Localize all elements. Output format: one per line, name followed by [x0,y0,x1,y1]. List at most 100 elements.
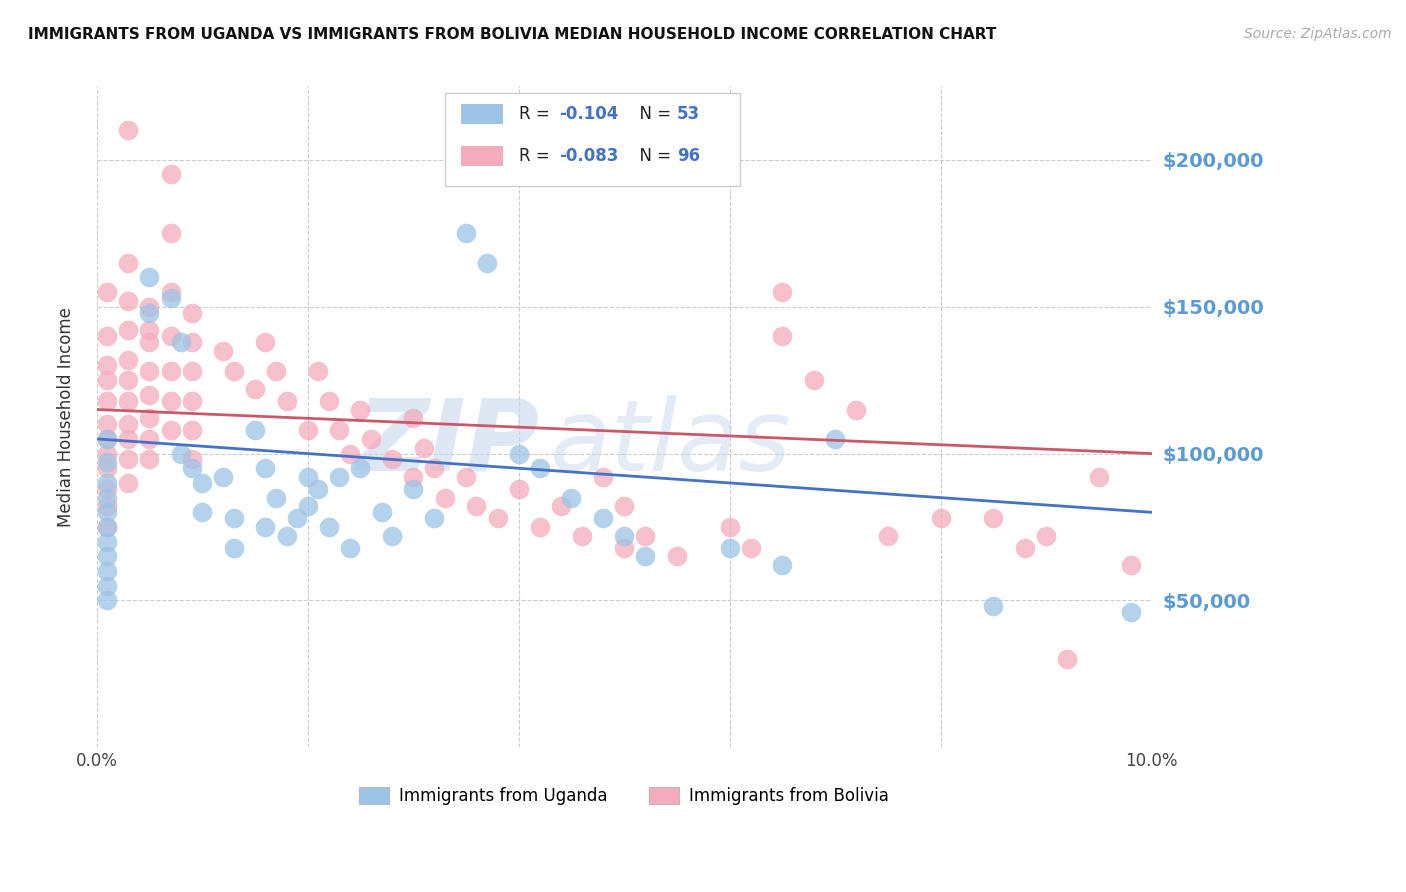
Text: -0.104: -0.104 [558,105,619,123]
Point [307,482,329,496]
Point [634,529,657,543]
Point [117,475,139,490]
Point [381,529,404,543]
Point [180,423,202,437]
Point [117,432,139,446]
Point [243,423,266,437]
Point [1119,605,1142,619]
FancyBboxPatch shape [461,146,503,166]
Point [983,511,1005,525]
Point [159,291,181,305]
Point [349,402,371,417]
Point [360,432,382,446]
Point [96,579,118,593]
Point [117,123,139,137]
Point [159,329,181,343]
Point [96,285,118,299]
Point [486,511,509,525]
FancyBboxPatch shape [461,104,503,124]
Text: N =: N = [630,105,676,123]
Point [138,388,160,402]
Point [159,168,181,182]
Point [117,323,139,337]
Point [96,482,118,496]
Point [433,491,456,505]
Point [254,520,277,534]
Point [96,475,118,490]
Text: IMMIGRANTS FROM UGANDA VS IMMIGRANTS FROM BOLIVIA MEDIAN HOUSEHOLD INCOME CORREL: IMMIGRANTS FROM UGANDA VS IMMIGRANTS FRO… [28,27,997,42]
Point [138,334,160,349]
Point [339,446,361,460]
Point [170,446,193,460]
Point [243,382,266,396]
Point [117,255,139,269]
Point [454,226,477,240]
Point [339,541,361,555]
Point [718,541,741,555]
Text: 53: 53 [676,105,700,123]
Point [328,470,350,484]
Point [613,541,636,555]
Point [96,446,118,460]
Point [560,491,582,505]
Point [180,461,202,475]
Point [180,364,202,378]
Point [824,432,846,446]
Point [634,549,657,564]
Point [529,520,551,534]
Point [180,305,202,319]
Text: ZIP: ZIP [357,395,540,491]
Point [285,511,308,525]
Point [138,364,160,378]
Point [508,482,530,496]
Point [412,441,434,455]
Point [96,491,118,505]
Point [96,520,118,534]
Point [613,500,636,514]
Point [264,364,287,378]
Point [475,255,498,269]
Point [96,549,118,564]
Point [222,511,245,525]
Point [297,423,319,437]
Point [454,470,477,484]
Point [96,505,118,519]
Point [254,334,277,349]
Point [770,558,793,573]
Point [328,423,350,437]
Point [212,343,235,358]
Point [1056,652,1078,666]
Point [297,470,319,484]
Point [318,520,340,534]
Point [222,541,245,555]
Point [254,461,277,475]
Point [96,564,118,578]
Point [96,359,118,373]
Text: N =: N = [630,147,676,165]
Point [117,452,139,467]
Point [138,432,160,446]
Point [402,470,425,484]
Point [423,511,446,525]
Point [529,461,551,475]
Point [318,393,340,408]
Point [138,300,160,314]
Point [1035,529,1057,543]
Point [117,393,139,408]
Point [191,475,214,490]
Point [264,491,287,505]
Point [297,500,319,514]
Point [96,455,118,469]
Point [381,452,404,467]
Point [423,461,446,475]
Point [349,461,371,475]
Point [276,529,298,543]
Point [876,529,898,543]
Point [96,500,118,514]
Point [770,285,793,299]
Point [222,364,245,378]
Point [96,373,118,387]
Point [117,293,139,308]
Text: atlas: atlas [550,395,792,491]
Point [718,520,741,534]
